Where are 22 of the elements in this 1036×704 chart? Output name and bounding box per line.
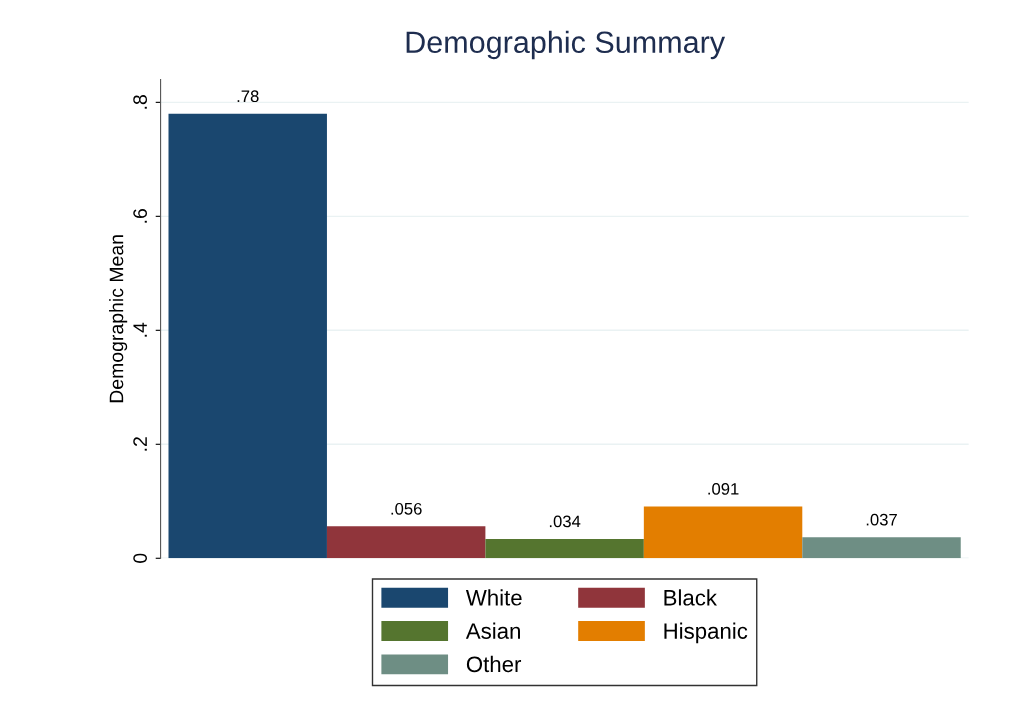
bar <box>168 113 327 559</box>
legend-label: Asian <box>465 622 520 639</box>
y-axis-title: Demographic Mean <box>109 235 128 403</box>
data-label: .037 <box>866 513 897 526</box>
y-tick-label: .8 <box>133 95 148 109</box>
legend-label: Other <box>466 655 522 673</box>
data-label: .091 <box>708 482 739 495</box>
bar <box>802 537 961 559</box>
y-tick-label: .4 <box>133 322 147 337</box>
bar <box>326 526 486 559</box>
y-tick-label: .6 <box>133 209 148 223</box>
y-tick-label: .2 <box>133 437 147 451</box>
legend-label: Black <box>664 589 718 606</box>
legend-label: Hispanic <box>664 622 748 644</box>
bar <box>643 506 803 559</box>
data-label: .056 <box>391 502 422 515</box>
legend-label: White <box>465 589 522 606</box>
y-tick-label: 0 <box>133 553 148 563</box>
data-label: .78 <box>237 90 259 103</box>
data-label: .034 <box>549 515 581 528</box>
bar <box>485 538 644 559</box>
chart-title: Demographic Summary <box>406 30 726 60</box>
